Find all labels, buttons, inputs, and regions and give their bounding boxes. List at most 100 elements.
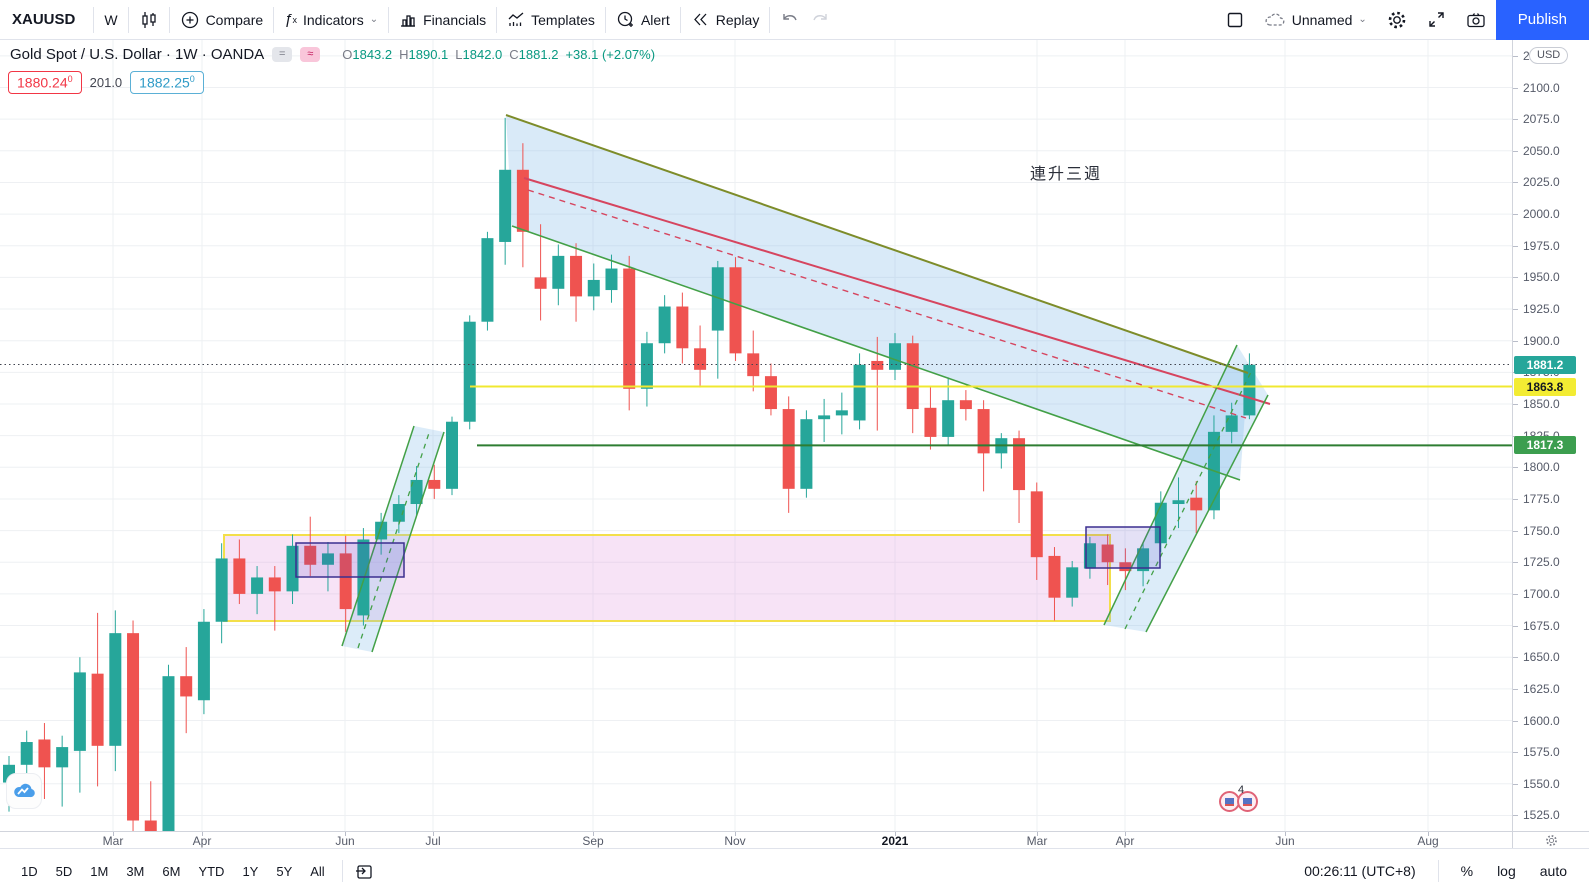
snapshot-button[interactable] <box>1456 0 1496 40</box>
time-axis[interactable]: Mar Apr Jun Jul Sep Nov 2021 Mar Apr Jun Aug <box>0 831 1512 848</box>
candle <box>304 516 317 577</box>
chart-area[interactable]: Gold Spot / U.S. Dollar · 1W · OANDA = ≈… <box>0 40 1512 831</box>
wave-toggle-icon[interactable]: ≈ <box>300 47 321 62</box>
time-tickmark <box>202 832 203 836</box>
timeframe-5y[interactable]: 5Y <box>276 863 293 879</box>
candle <box>747 330 760 392</box>
undo-button[interactable] <box>770 0 810 40</box>
alert-label: Alert <box>640 11 670 28</box>
log-scale-button[interactable]: log <box>1497 863 1516 879</box>
candle <box>942 377 955 445</box>
currency-unit-badge[interactable]: USD <box>1529 47 1569 64</box>
alert-button[interactable]: Alert <box>606 0 680 40</box>
price-tick-label: 2100.0 <box>1523 80 1560 95</box>
footer-separator <box>341 860 343 882</box>
ask-price-badge[interactable]: 1882.250 <box>130 71 204 94</box>
indicators-label: Indicators <box>303 11 364 28</box>
axis-settings-corner[interactable] <box>1512 831 1589 848</box>
candle <box>481 231 494 331</box>
time-tick-label: Mar <box>1026 834 1048 848</box>
timeframe-5d[interactable]: 5D <box>55 863 73 879</box>
layout-select-button[interactable] <box>1216 0 1254 40</box>
price-tick-label: 1575.0 <box>1523 745 1560 760</box>
redo-button[interactable] <box>810 0 840 40</box>
chart-type-button[interactable] <box>129 0 169 40</box>
save-layout-button[interactable]: Unnamed ⌄ <box>1254 0 1377 40</box>
symbol-title[interactable]: Gold Spot / U.S. Dollar · 1W · OANDA <box>10 46 265 63</box>
candle <box>729 257 742 361</box>
candle <box>392 495 405 534</box>
timeframe-all[interactable]: All <box>310 863 325 879</box>
fullscreen-button[interactable] <box>1417 0 1456 40</box>
tradingview-logo[interactable] <box>6 773 42 809</box>
idea-marker-badge[interactable]: 4 <box>1219 784 1265 814</box>
price-tickmark <box>1513 182 1518 184</box>
price-tick-label: 1750.0 <box>1523 523 1560 538</box>
candle <box>871 336 884 431</box>
symbol-label: XAUUSD <box>12 11 76 28</box>
timeframe-1y[interactable]: 1Y <box>242 863 259 879</box>
time-tick-label: Aug <box>1417 834 1439 848</box>
timeframe-1d[interactable]: 1D <box>21 863 38 879</box>
timeframe-6m[interactable]: 6M <box>162 863 181 879</box>
templates-button[interactable]: Templates <box>497 0 605 40</box>
interval-button[interactable]: W <box>94 0 127 40</box>
time-tick-label: Nov <box>724 834 746 848</box>
footer-separator <box>1437 860 1439 882</box>
settings-button[interactable] <box>1377 0 1417 40</box>
financials-button[interactable]: Financials <box>389 0 496 40</box>
toolbar-separator <box>769 6 771 33</box>
time-tick-label: Mar <box>102 834 124 848</box>
text-annotation[interactable]: 連升三週 <box>1030 166 1103 183</box>
candle <box>499 117 512 265</box>
templates-icon <box>507 11 525 29</box>
candlestick-icon <box>139 10 159 30</box>
timeframe-1m[interactable]: 1M <box>90 863 109 879</box>
auto-scale-button[interactable]: auto <box>1539 863 1567 879</box>
price-axis[interactable]: 2125.02100.02075.02050.02025.02000.01975… <box>1512 40 1589 831</box>
timeframe-ytd[interactable]: YTD <box>198 863 225 879</box>
price-tickmark <box>1513 435 1518 437</box>
chart-canvas[interactable] <box>0 40 1512 831</box>
up-channel-right-line <box>1145 394 1269 633</box>
price-tickmark <box>1513 277 1518 279</box>
candle <box>446 416 458 496</box>
price-tag: 1817.3 <box>1514 436 1576 455</box>
time-tick-label: Jul <box>425 834 441 848</box>
bid-price-badge[interactable]: 1880.240 <box>8 71 82 94</box>
replay-button[interactable]: Replay <box>681 0 770 40</box>
symbol-button[interactable]: XAUUSD <box>0 0 93 40</box>
candle <box>924 386 937 450</box>
down-channel-bottom-line <box>511 225 1241 481</box>
time-tick-label: Jun <box>335 834 355 848</box>
price-tickmark <box>1513 404 1518 405</box>
candle <box>570 243 583 322</box>
price-tickmark <box>1513 815 1518 817</box>
price-tickmark <box>1513 498 1518 500</box>
drawing-purple-box <box>1085 526 1161 569</box>
candle <box>658 295 671 354</box>
time-tick-label: Jun <box>1275 834 1295 848</box>
candle <box>73 657 86 793</box>
clock-utc-label[interactable]: 00:26:11 (UTC+8) <box>1304 863 1416 879</box>
candle <box>268 566 281 631</box>
price-tick-label: 2000.0 <box>1523 207 1560 222</box>
goto-date-icon[interactable] <box>351 859 378 884</box>
candle <box>782 396 795 513</box>
candle <box>162 664 175 831</box>
series-toggle-icon[interactable]: = <box>272 47 293 62</box>
price-tickmark <box>1513 87 1518 89</box>
ohlc-item: L1842.0 <box>455 47 503 62</box>
candle <box>676 292 689 364</box>
timeframe-3m[interactable]: 3M <box>126 863 145 879</box>
percent-scale-button[interactable]: % <box>1460 863 1474 879</box>
compare-button[interactable]: Compare <box>170 0 274 40</box>
price-tick-label: 1625.0 <box>1523 681 1560 696</box>
bottom-toolbar: 1D 5D 1M 3M 6M YTD 1Y 5Y All 00:26:11 (UTC+8) % … <box>0 848 1589 893</box>
axis-gear-icon <box>1545 834 1557 846</box>
ohlc-values: O1843.2 H1890.1 L1842.0 C1881.2 +38.1 (+2.07… <box>342 47 655 62</box>
gear-icon <box>1387 10 1407 30</box>
candle <box>552 244 565 306</box>
publish-button[interactable]: Publish <box>1495 0 1589 40</box>
